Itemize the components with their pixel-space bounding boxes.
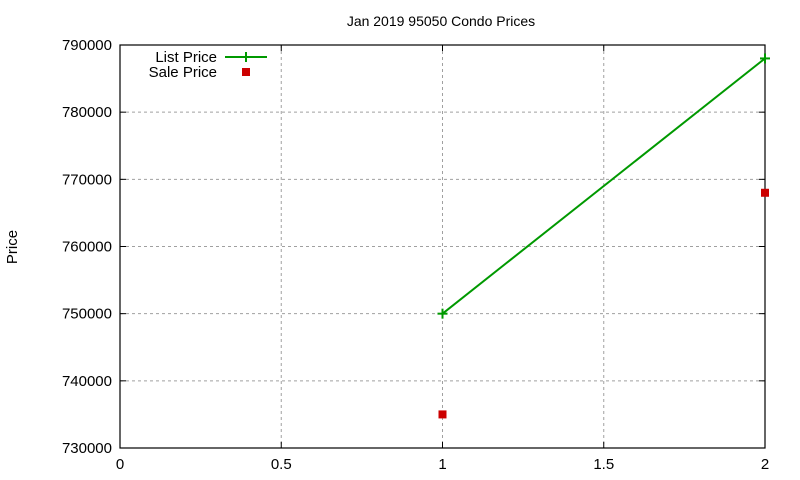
x-tick-label: 1	[438, 456, 446, 473]
grid-lines	[120, 45, 765, 448]
series-layer	[437, 53, 770, 419]
y-axis-label: Price	[4, 230, 21, 264]
y-tick-label: 770000	[62, 171, 112, 188]
y-tick-label: 780000	[62, 104, 112, 121]
legend-label: Sale Price	[149, 64, 217, 81]
y-tick-label: 760000	[62, 239, 112, 256]
x-axis-ticks: 0 0.5 1 1.5 2	[116, 45, 769, 473]
x-tick-label: 0.5	[271, 456, 292, 473]
y-tick-label: 740000	[62, 373, 112, 390]
x-tick-label: 1.5	[593, 456, 614, 473]
y-axis-ticks: 730000 740000 750000 760000 770000 780000 7900…	[62, 37, 765, 457]
legend-label: List Price	[155, 49, 217, 66]
y-tick-label: 790000	[62, 37, 112, 54]
series-list-price	[437, 53, 770, 319]
chart-title: Jan 2019 95050 Condo Prices	[347, 13, 535, 29]
x-tick-label: 2	[761, 456, 769, 473]
x-tick-label: 0	[116, 456, 124, 473]
y-tick-label: 730000	[62, 440, 112, 457]
series-sale-price	[438, 188, 769, 419]
plot-border	[119, 44, 766, 449]
y-tick-label: 750000	[62, 306, 112, 323]
